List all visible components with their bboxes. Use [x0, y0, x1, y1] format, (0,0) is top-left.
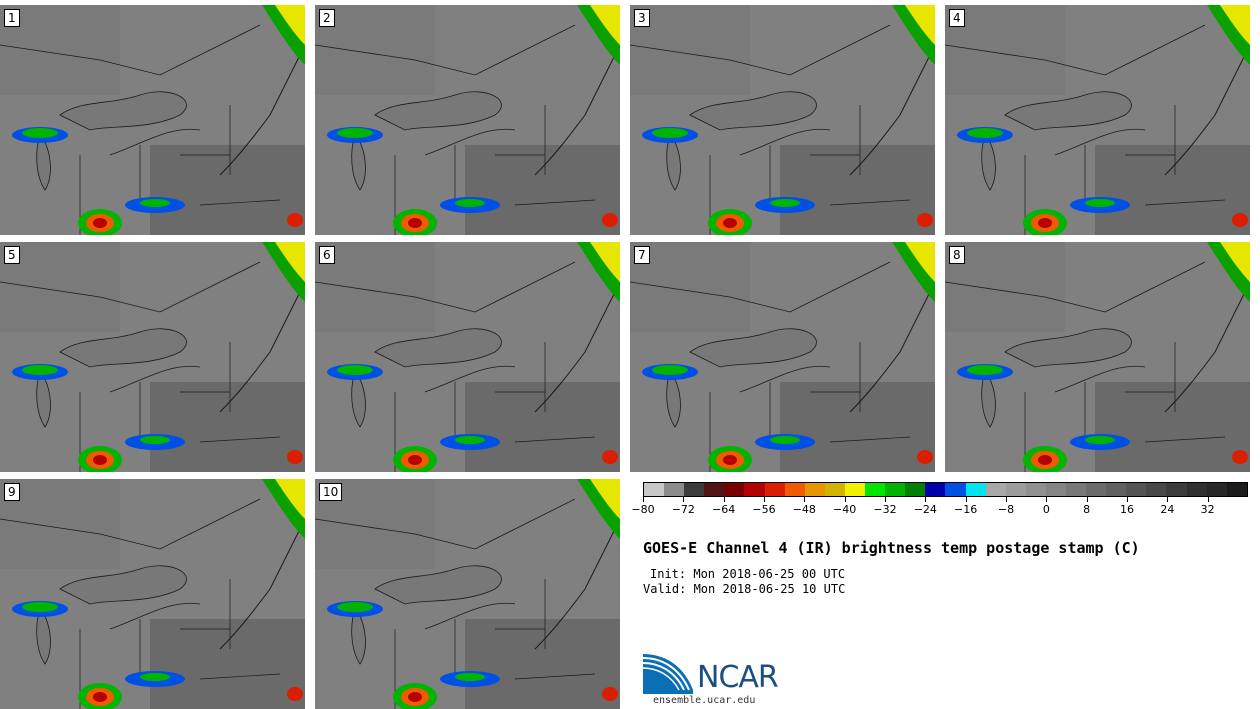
colorbar-tick: [885, 497, 886, 502]
postage-stamp-map: 3: [630, 5, 935, 235]
colorbar-swatch: [724, 483, 745, 496]
colorbar-swatch: [804, 483, 825, 496]
panel-number: 2: [319, 9, 335, 27]
colorbar-swatch: [1226, 483, 1247, 496]
postage-stamp-map: 4: [945, 5, 1250, 235]
panel-number: 4: [949, 9, 965, 27]
colorbar-tick: [1207, 497, 1209, 502]
init-time: Init: Mon 2018-06-25 00 UTC: [650, 567, 846, 581]
colorbar-tick-label: −24: [913, 503, 937, 516]
colorbar-swatch: [965, 483, 986, 496]
colorbar-swatch: [1126, 483, 1147, 496]
colorbar-tick: [764, 497, 765, 502]
panel-number: 8: [949, 246, 965, 264]
colorbar-swatch: [925, 483, 946, 496]
figure-title: GOES-E Channel 4 (IR) brightness temp po…: [643, 539, 1140, 557]
colorbar-tick-label: −32: [873, 503, 897, 516]
colorbar-swatch: [1045, 483, 1066, 496]
colorbar-tick: [965, 497, 967, 502]
panel-number: 7: [634, 246, 650, 264]
colorbar-swatch: [1146, 483, 1167, 496]
colorbar-swatch: [1166, 483, 1187, 496]
colorbar-swatch: [684, 483, 705, 496]
colorbar-swatch: [885, 483, 906, 496]
colorbar-tick-label: 8: [1083, 503, 1091, 516]
colorbar-tick: [643, 497, 644, 502]
colorbar-tick-label: −48: [792, 503, 816, 516]
colorbar-swatch: [985, 483, 1006, 496]
panel-number: 1: [4, 9, 20, 27]
colorbar-swatch: [704, 483, 725, 496]
panel-number: 9: [4, 483, 20, 501]
panel-number: 3: [634, 9, 650, 27]
colorbar-swatch: [1106, 483, 1127, 496]
colorbar-swatch: [844, 483, 866, 496]
colorbar-swatch: [764, 483, 785, 496]
colorbar-swatch: [945, 483, 966, 496]
colorbar-tick: [844, 497, 846, 502]
colorbar-tick-label: −80: [631, 503, 655, 516]
colorbar-tick: [1127, 497, 1128, 502]
postage-stamp-map: 2: [315, 5, 620, 235]
colorbar-tick-label: −56: [752, 503, 776, 516]
colorbar-swatch: [1186, 483, 1207, 496]
colorbar-swatch: [1025, 483, 1046, 496]
colorbar-tick: [1046, 497, 1048, 502]
colorbar-tick-label: 16: [1120, 503, 1134, 516]
colorbar-tick: [804, 497, 806, 502]
ncar-logo-icon: [642, 652, 695, 698]
colorbar-tick: [1086, 497, 1088, 502]
colorbar-tick-label: 0: [1042, 503, 1050, 516]
colorbar-swatch: [1086, 483, 1107, 496]
site-url: ensemble.ucar.edu: [653, 695, 756, 706]
colorbar-swatch: [644, 483, 665, 496]
colorbar-tick-label: 24: [1160, 503, 1175, 516]
colorbar-tick-label: −64: [712, 503, 736, 516]
colorbar-tick: [683, 497, 685, 502]
colorbar-swatch: [865, 483, 886, 496]
postage-stamp-map: 5: [0, 242, 305, 472]
colorbar-swatch: [1065, 483, 1087, 496]
colorbar: [643, 482, 1248, 497]
colorbar-tick: [1006, 497, 1007, 502]
colorbar-swatch: [744, 483, 765, 496]
colorbar-tick-label: −72: [671, 503, 695, 516]
panel-number: 6: [319, 246, 335, 264]
postage-stamp-map: 8: [945, 242, 1250, 472]
colorbar-swatch: [784, 483, 805, 496]
colorbar-swatch: [905, 483, 926, 496]
postage-stamp-map: 10: [315, 479, 620, 709]
colorbar-tick-label: −16: [954, 503, 978, 516]
valid-time: Valid: Mon 2018-06-25 10 UTC: [643, 582, 846, 596]
colorbar-tick: [723, 497, 725, 502]
colorbar-tick: [925, 497, 927, 502]
panel-number: 10: [319, 483, 343, 501]
colorbar-swatch: [824, 483, 845, 496]
postage-stamp-map: 6: [315, 242, 620, 472]
colorbar-swatch: [1005, 483, 1026, 496]
panel-number: 5: [4, 246, 20, 264]
postage-stamp-map: 1: [0, 5, 305, 235]
colorbar-tick-label: −40: [833, 503, 857, 516]
postage-stamp-map: 9: [0, 479, 305, 709]
postage-stamp-map: 7: [630, 242, 935, 472]
colorbar-tick: [1167, 497, 1169, 502]
colorbar-tick-label: −8: [997, 503, 1015, 516]
colorbar-swatch: [1206, 483, 1227, 496]
colorbar-tick-label: 32: [1200, 503, 1215, 516]
ncar-logo-text: NCAR: [697, 660, 779, 695]
colorbar-swatch: [664, 483, 685, 496]
